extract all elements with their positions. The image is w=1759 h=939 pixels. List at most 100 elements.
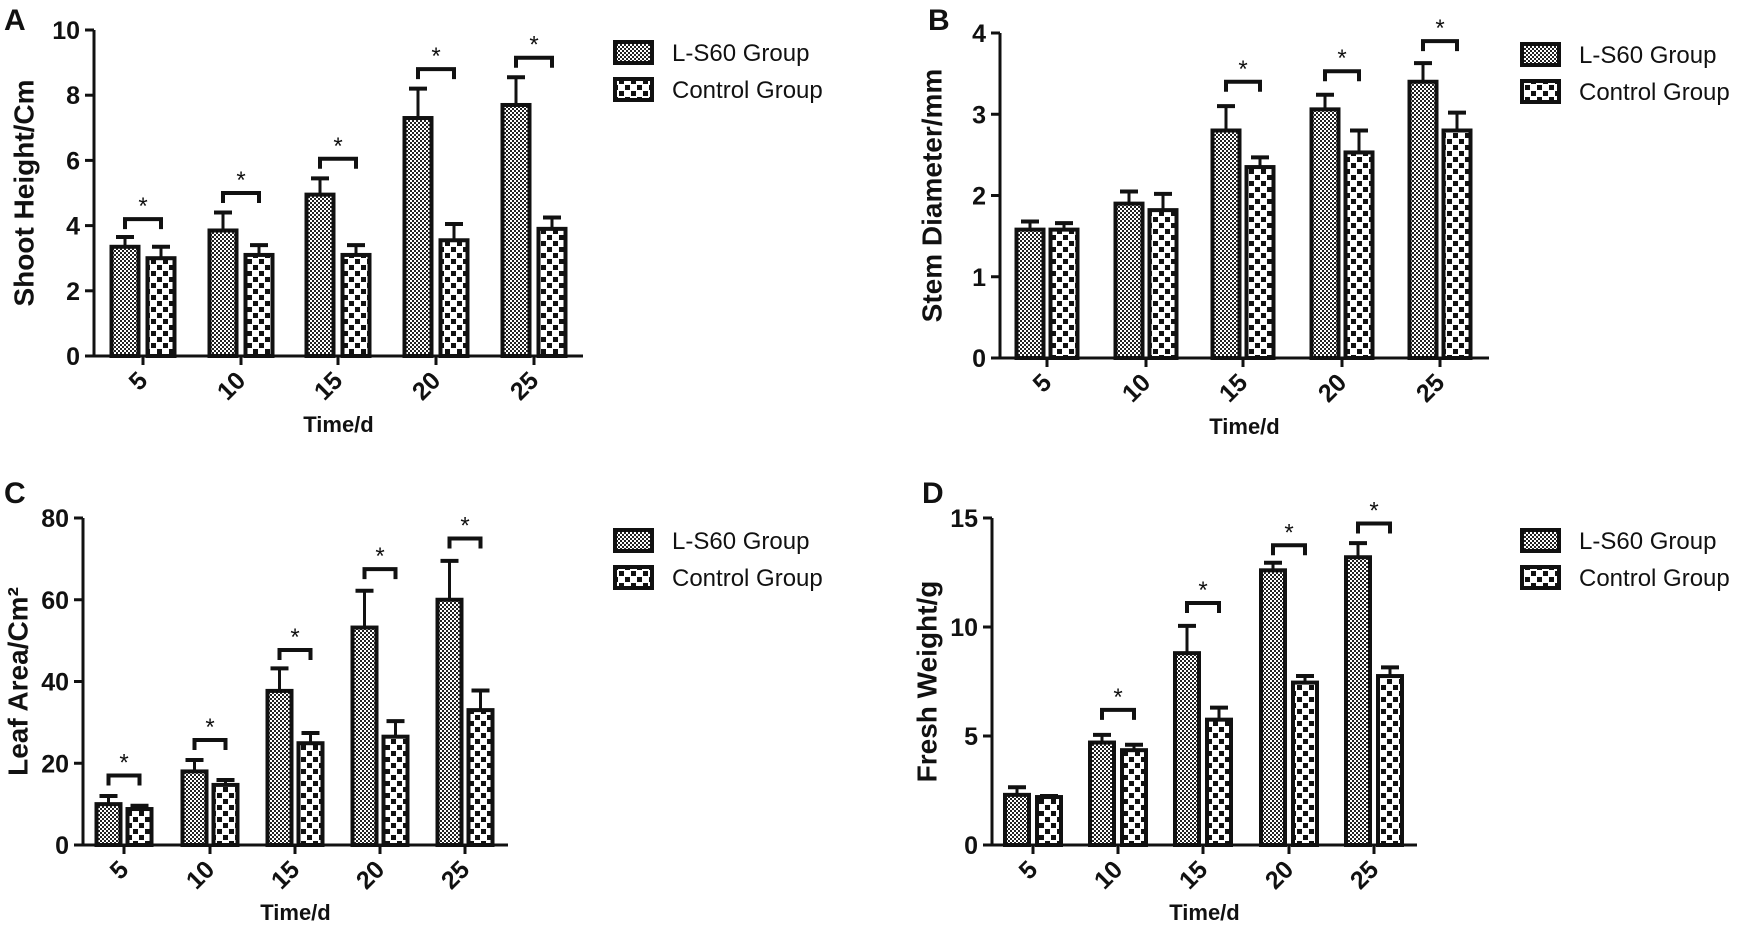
y-tick-label: 80: [41, 505, 69, 533]
x-tick-label: 5: [1028, 368, 1058, 398]
significance-bracket: [447, 536, 483, 549]
significance-star: *: [529, 32, 538, 59]
y-tick-label: 0: [964, 832, 978, 860]
bar-l-s60: [180, 769, 209, 847]
legend-label: Control Group: [672, 565, 823, 592]
bar-l-s60: [1003, 792, 1031, 847]
panel-letter: A: [4, 4, 26, 37]
bar-control: [145, 256, 177, 359]
bar-control: [1035, 795, 1063, 847]
significance-star: *: [431, 43, 440, 70]
bar-l-s60: [1309, 107, 1341, 360]
significance-star: *: [138, 193, 147, 220]
bar-control: [211, 782, 240, 848]
y-tick-label: 3: [972, 101, 986, 129]
x-tick-label: 20: [1260, 855, 1299, 894]
bar-control: [1120, 748, 1148, 847]
significance-star: *: [1284, 519, 1293, 546]
bar-l-s60: [1173, 651, 1201, 847]
significance-bracket: [362, 567, 398, 580]
bar-l-s60: [1344, 555, 1372, 847]
legend-label: L-S60 Group: [1579, 528, 1716, 555]
x-tick-label: 5: [105, 855, 135, 885]
x-axis-label: Time/d: [303, 412, 374, 437]
significance-bracket: [1421, 39, 1459, 52]
x-axis-label: Time/d: [1209, 414, 1280, 439]
bar-control: [1343, 150, 1375, 360]
x-tick-label: 5: [124, 366, 154, 396]
legend-swatch: [1520, 79, 1561, 104]
y-axis-label: Stem Diameter/mm: [916, 69, 947, 323]
bar-l-s60: [1088, 740, 1116, 847]
significance-star: *: [205, 714, 214, 741]
x-tick-label: 25: [505, 366, 545, 406]
bar-control: [381, 734, 410, 848]
bar-l-s60: [109, 244, 141, 358]
x-tick-label: 25: [1411, 368, 1451, 408]
y-tick-label: 15: [950, 505, 978, 533]
x-tick-label: 20: [407, 366, 446, 405]
x-tick-label: 15: [309, 366, 349, 406]
bar-control: [243, 252, 275, 358]
legend-label: Control Group: [1579, 565, 1730, 592]
x-tick-label: 15: [1214, 368, 1254, 408]
bar-l-s60: [500, 102, 532, 359]
significance-star: *: [375, 543, 384, 570]
bar-l-s60: [94, 802, 123, 847]
bar-control: [1048, 227, 1080, 360]
y-tick-label: 4: [972, 20, 986, 48]
y-tick-label: 0: [55, 832, 69, 860]
significance-bracket: [1323, 69, 1361, 82]
legend-label: L-S60 Group: [672, 528, 809, 555]
significance-bracket: [277, 648, 313, 661]
panel-d: D 0 5 10 15 5 10 15 20 25 Fresh Weight/g Time/d * * * *…: [911, 477, 1729, 925]
significance-bracket: [123, 217, 163, 230]
bar-control: [466, 708, 495, 847]
bar-l-s60: [265, 688, 294, 847]
significance-star: *: [1435, 15, 1444, 42]
y-tick-label: 1: [972, 264, 986, 292]
x-axis-label: Time/d: [260, 900, 331, 925]
x-axis-label: Time/d: [1169, 900, 1240, 925]
y-tick-label: 40: [41, 669, 69, 697]
legend-label: Control Group: [1579, 79, 1730, 106]
x-tick-label: 25: [436, 855, 476, 895]
significance-star: *: [333, 133, 342, 160]
panel-letter: D: [922, 477, 944, 510]
bar-control: [1205, 717, 1233, 848]
y-tick-label: 10: [52, 17, 80, 45]
significance-star: *: [1113, 684, 1122, 711]
legend-swatch: [613, 565, 654, 590]
bar-l-s60: [1210, 128, 1242, 360]
y-tick-label: 2: [66, 278, 80, 306]
significance-star: *: [1337, 45, 1346, 72]
bar-l-s60: [350, 625, 379, 847]
y-tick-label: 5: [964, 723, 978, 751]
bar-control: [438, 238, 470, 359]
bar-l-s60: [1259, 568, 1287, 847]
x-tick-label: 10: [181, 855, 220, 894]
legend-swatch: [1520, 42, 1561, 67]
legend-label: L-S60 Group: [672, 40, 809, 67]
bar-control: [1376, 674, 1404, 847]
bar-l-s60: [402, 116, 434, 358]
x-tick-label: 10: [1117, 368, 1156, 407]
legend-label: L-S60 Group: [1579, 42, 1716, 69]
bar-control: [340, 252, 372, 358]
bar-control: [1244, 165, 1276, 360]
panel-a: A 0 2 4 6 8 10 5 10 15 20 25 Shoot Height/Cm Time/d * *…: [4, 4, 823, 437]
significance-bracket: [221, 191, 261, 203]
bar-control: [1147, 208, 1179, 360]
significance-bracket: [1356, 521, 1392, 534]
x-tick-label: 25: [1345, 855, 1385, 895]
panel-c: C 0 20 40 60 80 5 10 15 20 25 Leaf Area/Cm² Time/d * *…: [2, 477, 822, 925]
panel-b: B 0 1 2 3 4 5 10 15 20 25 Stem Diameter/mm Time/d * * *…: [916, 4, 1729, 439]
legend-swatch: [613, 77, 654, 102]
x-tick-label: 20: [351, 855, 390, 894]
y-tick-label: 0: [972, 345, 986, 373]
significance-bracket: [416, 67, 456, 80]
panel-letter: C: [4, 477, 26, 510]
significance-bracket: [1100, 707, 1136, 720]
significance-bracket: [1185, 601, 1221, 614]
significance-bracket: [192, 737, 228, 750]
